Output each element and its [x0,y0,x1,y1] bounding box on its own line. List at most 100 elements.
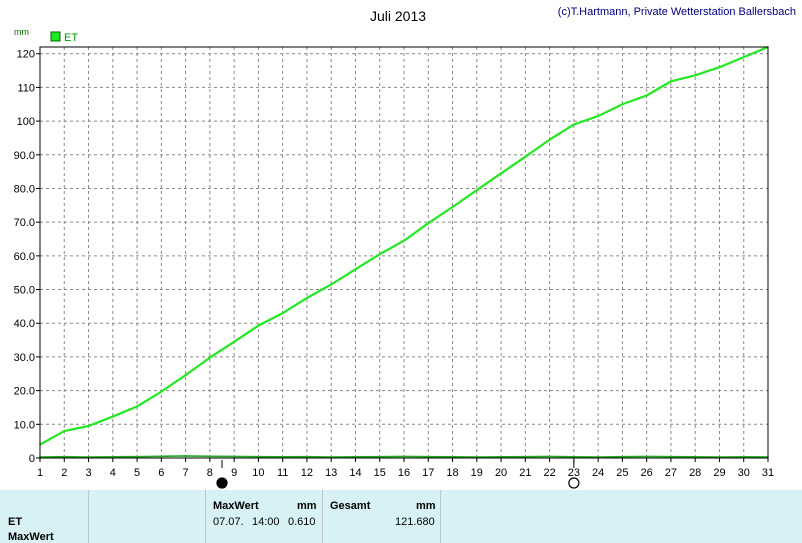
data-point-maxwert [597,456,600,458]
x-tick-label: 18 [446,467,458,479]
y-tick-label: 40.0 [14,318,35,330]
data-point-maxwert [136,455,138,458]
x-tick-label: 19 [471,467,483,479]
data-point-et [403,239,405,242]
data-point-maxwert [63,455,66,458]
data-point-maxwert [475,456,478,458]
x-tick-label: 8 [207,467,213,479]
data-point-maxwert [184,455,187,457]
x-tick-label: 30 [738,467,750,479]
data-point-maxwert [111,455,114,458]
x-tick-label: 17 [422,467,434,479]
x-tick-label: 7 [183,467,189,479]
plot-frame [39,46,769,459]
data-point-maxwert [87,456,90,458]
data-point-maxwert [281,455,284,458]
data-point-maxwert [500,455,502,458]
x-tick-label: 24 [592,467,604,479]
x-tick-label: 2 [61,467,67,479]
x-tick-label: 25 [616,467,628,479]
y-tick-label: 110 [17,82,35,94]
x-tick-label: 29 [713,467,725,479]
data-point-et [597,115,600,117]
y-tick-label: 70.0 [14,217,35,229]
data-point-et [257,324,260,327]
max-date: 07.07. [213,516,244,528]
y-tick-label: 80.0 [14,183,35,195]
x-tick-label: 14 [349,467,361,479]
data-point-et [184,374,187,377]
data-point-et [111,415,114,418]
panel-cell-empty [89,490,206,543]
x-tick-label: 27 [665,467,677,479]
total-label: Gesamt [330,500,371,512]
data-point-maxwert [694,455,697,458]
max-time: 14:00 [252,516,280,528]
data-point-et [718,66,721,69]
data-point-maxwert [233,455,236,458]
panel-cell-total: Gesamt mm 121.680 [323,490,441,543]
x-tick-label: 16 [398,467,410,479]
data-point-maxwert [160,455,163,458]
panel-cell-rest [441,490,802,543]
data-point-et [233,340,236,343]
data-point-maxwert [670,455,672,458]
x-tick-label: 6 [158,467,164,479]
y-tick-label: 0 [29,453,35,465]
data-point-et [330,283,333,286]
total-unit: mm [416,500,436,512]
data-point-maxwert [524,455,527,458]
y-tick-label: 60.0 [14,251,35,263]
data-point-maxwert [548,455,551,458]
data-point-maxwert [427,455,430,458]
y-tick-label: 50.0 [14,285,35,297]
data-point-et [160,390,163,393]
panel-row-maxwert: MaxWert [8,531,54,543]
data-point-maxwert [354,455,357,458]
data-point-et [694,74,697,77]
data-point-maxwert [403,455,405,458]
total-value: 121.680 [395,516,435,528]
data-point-maxwert [645,455,648,458]
x-tick-label: 22 [543,467,555,479]
x-tick-label: 11 [277,467,288,479]
y-tick-label: 30.0 [14,352,35,364]
y-tick-label: 100 [17,116,35,128]
data-point-et [354,268,357,271]
data-point-et [500,172,502,175]
x-tick-label: 28 [689,467,701,479]
legend-label-et: ET [64,32,78,44]
x-tick-label: 21 [519,467,531,479]
y-axis-unit: mm [14,27,29,37]
x-tick-label: 3 [85,467,91,479]
data-point-et [621,103,624,106]
max-value: 0.610 [288,516,316,528]
legend-swatch-et [50,31,61,42]
data-point-et [378,253,381,256]
data-point-et [670,80,672,83]
data-point-maxwert [621,455,624,458]
data-point-maxwert [718,456,721,458]
data-point-et [524,155,527,158]
data-point-et [63,430,66,432]
data-point-et [281,312,284,315]
y-tick-label: 20.0 [14,386,35,398]
x-tick-label: 9 [231,467,237,479]
x-tick-label: 4 [110,467,116,479]
x-tick-label: 23 [568,467,580,479]
data-point-maxwert [451,455,454,458]
copyright-text: (c)T.Hartmann, Private Wetterstation Bal… [558,6,796,18]
data-point-et [572,123,575,126]
data-point-et [306,297,308,299]
x-tick-label: 15 [374,467,386,479]
x-tick-label: 1 [37,467,43,479]
y-tick-label: 10.0 [14,419,35,431]
data-point-maxwert [742,455,745,458]
data-point-et [645,94,648,97]
data-point-et [427,222,430,225]
data-point-maxwert [378,455,381,458]
x-tick-label: 26 [641,467,653,479]
new-moon-icon [568,477,580,489]
data-point-maxwert [572,455,575,458]
data-point-et [136,405,138,408]
